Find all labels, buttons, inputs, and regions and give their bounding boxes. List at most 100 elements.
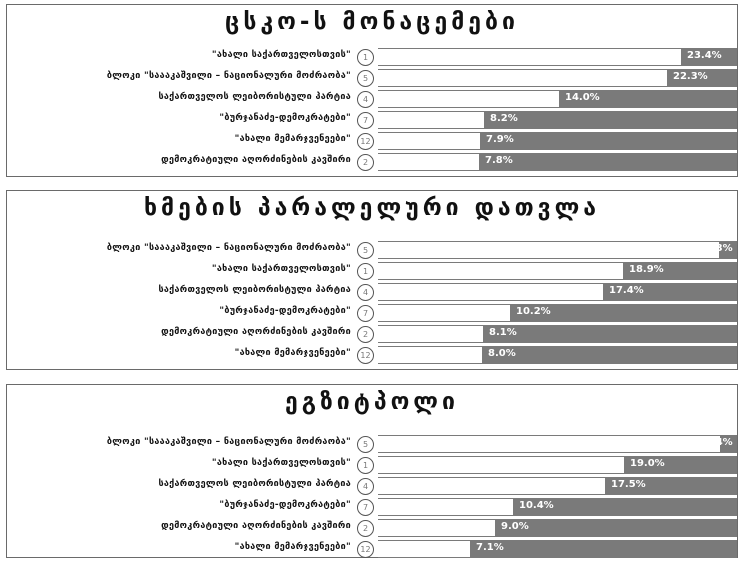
category-label: დემოკრატიული აღორძინების კავშირი <box>161 327 351 337</box>
bar <box>378 457 624 473</box>
bar-track: 23.4% <box>378 48 737 66</box>
value-label: 8.1% <box>489 327 517 338</box>
value-label: 26.4% <box>698 437 733 448</box>
bar-row: "ბურჯანაძე-დემოკრატები" 7 8.2% <box>7 111 737 130</box>
category-label: საქართველოს ლეიბორისტული პარტია <box>158 285 351 295</box>
bar-row: "ბურჯანაძე-დემოკრატები" 7 10.4% <box>7 498 737 517</box>
category-label: "ახალი საქართველოსთვის" <box>211 50 351 60</box>
value-label: 8.2% <box>490 113 518 124</box>
party-number-badge: 12 <box>357 541 374 558</box>
chart-panel-exit-poll: ეგზიტპოლი ბლოკი "საააკაშვილი – ნაციონალუ… <box>6 384 738 558</box>
value-label: 7.8% <box>485 155 513 166</box>
party-number-badge: 2 <box>357 154 374 171</box>
bar <box>378 133 480 149</box>
value-label: 10.2% <box>516 306 551 317</box>
category-label: "ბურჯანაძე-დემოკრატები" <box>219 500 351 510</box>
category-label: დემოკრატიული აღორძინების კავშირი <box>161 155 351 165</box>
chart-panel-parallel-count: ხმების პარალელური დათვლა ბლოკი "საააკაშვ… <box>6 190 738 370</box>
bar-track: 26.4% <box>378 435 737 453</box>
category-label: ბლოკი "საააკაშვილი – ნაციონალური მოძრაობ… <box>106 71 351 81</box>
party-number-badge: 7 <box>357 499 374 516</box>
category-label: საქართველოს ლეიბორისტული პარტია <box>158 479 351 489</box>
bar <box>378 154 479 170</box>
chart-title: ცსკო-ს მონაცემები <box>225 9 519 35</box>
bar-track: 8.0% <box>378 346 737 364</box>
bar <box>378 436 720 452</box>
bar-track: 19.0% <box>378 456 737 474</box>
bar-row: დემოკრატიული აღორძინების კავშირი 2 7.8% <box>7 153 737 172</box>
category-label: "ახალი საქართველოსთვის" <box>211 458 351 468</box>
category-label: "ახალი მემარჯვენეები" <box>234 348 351 358</box>
bar-track: 8.1% <box>378 325 737 343</box>
category-label: ბლოკი "საააკაშვილი – ნაციონალური მოძრაობ… <box>106 437 351 447</box>
category-label: "ბურჯანაძე-დემოკრატები" <box>219 113 351 123</box>
bar-track: 17.4% <box>378 283 737 301</box>
chart-title: ეგზიტპოლი <box>285 389 459 415</box>
bar-track: 14.0% <box>378 90 737 108</box>
bar-track: 9.0% <box>378 519 737 537</box>
value-label: 19.0% <box>630 458 665 469</box>
party-number-badge: 2 <box>357 326 374 343</box>
bar <box>378 70 667 86</box>
bar-row: ბლოკი "საააკაშვილი – ნაციონალური მოძრაობ… <box>7 69 737 88</box>
party-number-badge: 5 <box>357 436 374 453</box>
bar <box>378 541 470 557</box>
bar-row: ბლოკი "საააკაშვილი – ნაციონალური მოძრაობ… <box>7 435 737 454</box>
bar-row: დემოკრატიული აღორძინების კავშირი 2 8.1% <box>7 325 737 344</box>
value-label: 9.0% <box>501 521 529 532</box>
value-label: 17.5% <box>611 479 646 490</box>
party-number-badge: 1 <box>357 457 374 474</box>
party-number-badge: 7 <box>357 305 374 322</box>
value-label: 18.9% <box>629 264 664 275</box>
bar-row: ბლოკი "საააკაშვილი – ნაციონალური მოძრაობ… <box>7 241 737 260</box>
chart-panel-cec: ცსკო-ს მონაცემები "ახალი საქართველოსთვის… <box>6 4 738 177</box>
value-label: 22.3% <box>673 71 708 82</box>
bar <box>378 326 483 342</box>
bar-track: 18.9% <box>378 262 737 280</box>
bar-row: საქართველოს ლეიბორისტული პარტია 4 17.4% <box>7 283 737 302</box>
category-label: "ახალი მემარჯვენეები" <box>234 542 351 552</box>
category-label: "ახალი მემარჯვენეები" <box>234 134 351 144</box>
bar-track: 10.4% <box>378 498 737 516</box>
value-label: 26.3% <box>698 243 733 254</box>
bar-track: 7.9% <box>378 132 737 150</box>
party-number-badge: 12 <box>357 133 374 150</box>
bar <box>378 112 484 128</box>
party-number-badge: 1 <box>357 263 374 280</box>
value-label: 7.9% <box>486 134 514 145</box>
value-label: 7.1% <box>476 542 504 553</box>
bar-track: 7.8% <box>378 153 737 171</box>
bar <box>378 347 482 363</box>
category-label: საქართველოს ლეიბორისტული პარტია <box>158 92 351 102</box>
bar-row: "ბურჯანაძე-დემოკრატები" 7 10.2% <box>7 304 737 323</box>
value-label: 23.4% <box>687 50 722 61</box>
chart-title: ხმების პარალელური დათვლა <box>143 195 601 221</box>
category-label: დემოკრატიული აღორძინების კავშირი <box>161 521 351 531</box>
party-number-badge: 1 <box>357 49 374 66</box>
value-label: 8.0% <box>488 348 516 359</box>
bar-row: დემოკრატიული აღორძინების კავშირი 2 9.0% <box>7 519 737 538</box>
party-number-badge: 4 <box>357 284 374 301</box>
party-number-badge: 4 <box>357 478 374 495</box>
party-number-badge: 2 <box>357 520 374 537</box>
bar <box>378 263 623 279</box>
bar-track: 26.3% <box>378 241 737 259</box>
party-number-badge: 12 <box>357 347 374 364</box>
bar <box>378 520 495 536</box>
bar-row: საქართველოს ლეიბორისტული პარტია 4 14.0% <box>7 90 737 109</box>
category-label: "ახალი საქართველოსთვის" <box>211 264 351 274</box>
bar <box>378 91 559 107</box>
bar-row: "ახალი საქართველოსთვის" 1 18.9% <box>7 262 737 281</box>
bar-row: საქართველოს ლეიბორისტული პარტია 4 17.5% <box>7 477 737 496</box>
party-number-badge: 5 <box>357 242 374 259</box>
bar-track: 10.2% <box>378 304 737 322</box>
bar <box>378 284 603 300</box>
category-label: ბლოკი "საააკაშვილი – ნაციონალური მოძრაობ… <box>106 243 351 253</box>
bar-track: 22.3% <box>378 69 737 87</box>
bar-row: "ახალი მემარჯვენეები" 12 7.9% <box>7 132 737 151</box>
value-label: 10.4% <box>519 500 554 511</box>
bar <box>378 49 681 65</box>
party-number-badge: 5 <box>357 70 374 87</box>
bar-track: 7.1% <box>378 540 737 558</box>
bar-track: 8.2% <box>378 111 737 129</box>
